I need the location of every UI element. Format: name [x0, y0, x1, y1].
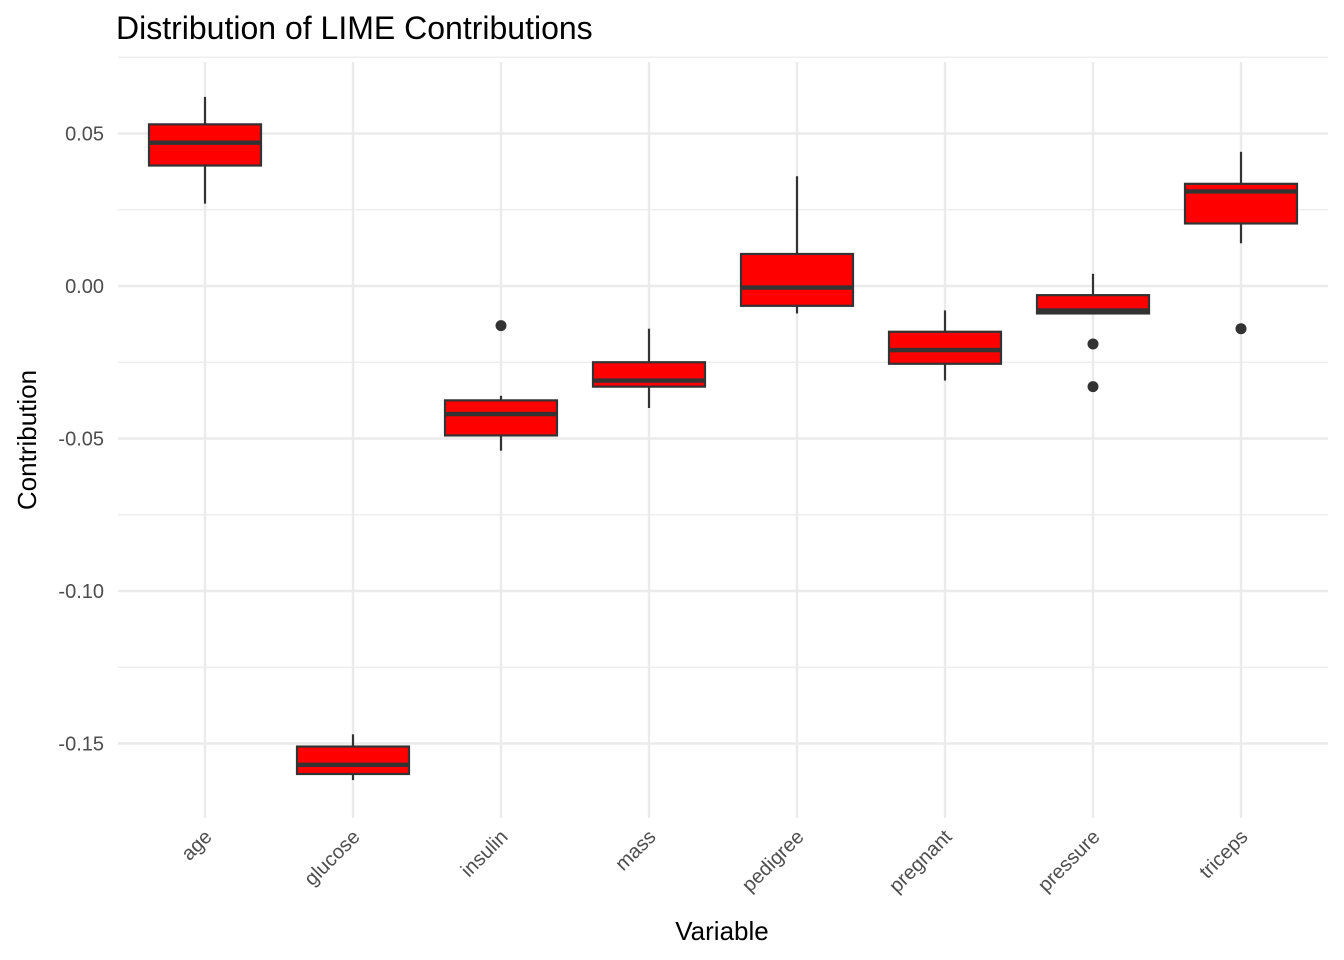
y-axis-ticks: -0.15 -0.10 -0.05 0.00 0.05 — [58, 124, 104, 756]
grid — [118, 56, 1328, 818]
outlier-point — [1235, 323, 1247, 335]
box-pressure — [1035, 273, 1151, 393]
box-triceps — [1183, 151, 1299, 335]
box-age — [147, 96, 263, 204]
outlier-point — [495, 320, 507, 332]
box-mass — [591, 328, 707, 408]
x-tick-label: pregnant — [885, 826, 957, 898]
y-tick-label: 0.00 — [65, 276, 104, 298]
x-tick-label: mass — [611, 826, 660, 875]
box-body — [739, 252, 855, 307]
outlier-point — [1087, 338, 1099, 350]
x-axis-title: Variable — [675, 916, 768, 946]
box-body — [443, 399, 559, 437]
box-body — [147, 123, 263, 167]
outlier-point — [1087, 381, 1099, 393]
box-insulin — [443, 320, 559, 451]
box-pregnant — [887, 310, 1003, 381]
x-axis-ticks: age glucose insulin mass pedigree pregnant pre… — [177, 826, 1252, 898]
y-tick-label: -0.15 — [58, 734, 104, 756]
y-axis-title: Contribution — [12, 370, 42, 510]
y-tick-label: 0.05 — [65, 124, 104, 146]
box-body — [591, 361, 707, 388]
box-body — [295, 745, 411, 776]
box-pedigree — [739, 176, 855, 314]
y-tick-label: -0.05 — [58, 429, 104, 451]
box-body — [887, 330, 1003, 365]
x-tick-label: insulin — [457, 826, 513, 882]
boxes — [147, 96, 1299, 781]
x-tick-label: pressure — [1034, 826, 1105, 897]
y-tick-label: -0.10 — [58, 581, 104, 603]
x-tick-label: pedigree — [738, 826, 809, 897]
chart-title: Distribution of LIME Contributions — [116, 10, 593, 46]
x-tick-label: glucose — [300, 826, 364, 890]
x-tick-label: triceps — [1195, 826, 1252, 883]
box-glucose — [295, 734, 411, 781]
x-tick-label: age — [177, 826, 216, 865]
